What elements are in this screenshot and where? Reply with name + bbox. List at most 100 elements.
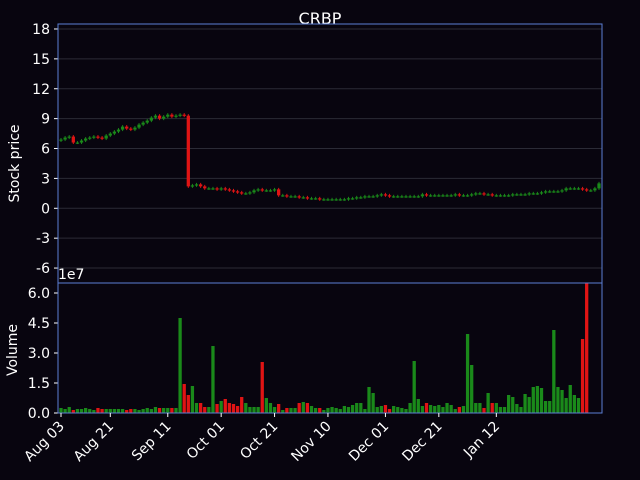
- volume-bar: [313, 408, 318, 413]
- candle-body: [375, 195, 379, 197]
- volume-bar: [153, 407, 158, 413]
- volume-bar: [71, 410, 75, 413]
- volume-bar: [223, 399, 227, 413]
- candle-body: [198, 184, 203, 187]
- volume-bar: [235, 406, 240, 413]
- volume-bar: [227, 403, 232, 413]
- volume-bar: [59, 408, 63, 413]
- candle-body: [125, 126, 129, 129]
- candle-body: [71, 136, 75, 143]
- volume-bar: [461, 406, 466, 413]
- candle-body: [281, 195, 285, 197]
- volume-bar: [375, 407, 379, 413]
- volume-bar: [264, 398, 268, 413]
- volume-bar: [478, 403, 482, 413]
- volume-bar: [400, 408, 404, 413]
- price-tick-label: 12: [32, 82, 50, 98]
- volume-bar: [449, 405, 453, 413]
- candle-body: [568, 188, 572, 190]
- candle-body: [145, 120, 149, 123]
- volume-bar: [215, 404, 219, 413]
- volume-bar: [408, 403, 412, 413]
- price-tick-label: 9: [41, 112, 50, 128]
- volume-bar: [137, 410, 141, 413]
- candle-body: [166, 114, 170, 117]
- volume-bar: [231, 404, 236, 413]
- candle-body: [92, 136, 96, 138]
- volume-bar: [371, 393, 375, 413]
- volume-bar: [379, 406, 383, 413]
- volume-bar: [355, 403, 359, 413]
- volume-bar: [564, 398, 568, 413]
- candle-body: [318, 198, 322, 200]
- candle-body: [560, 190, 564, 192]
- candle-body: [474, 193, 478, 195]
- candle-body: [527, 193, 531, 195]
- candle-body: [420, 194, 425, 197]
- candle-body: [437, 195, 441, 197]
- volume-y-axis: 0.0 1.5 3.0 4.5 6.0: [28, 286, 58, 422]
- candle-body: [531, 193, 535, 195]
- candle-body: [523, 194, 527, 196]
- volume-bar: [112, 409, 117, 413]
- candle-body: [248, 192, 252, 194]
- candle-body: [350, 198, 355, 200]
- volume-bar: [260, 362, 264, 413]
- price-tick-label: 18: [32, 22, 50, 38]
- volume-bar: [305, 403, 310, 413]
- candle-body: [453, 194, 457, 196]
- volume-bar: [145, 408, 149, 413]
- volume-bar: [88, 409, 92, 413]
- volume-bar: [92, 410, 96, 413]
- candle-body: [272, 189, 277, 191]
- volume-bar: [543, 401, 548, 413]
- candle-body: [211, 188, 215, 190]
- candle-body: [408, 196, 412, 198]
- candle-body: [79, 140, 84, 143]
- candle-body: [330, 199, 334, 201]
- volume-bar: [285, 408, 289, 413]
- candle-body: [507, 195, 511, 197]
- candle-body: [170, 114, 174, 117]
- candle-body: [486, 194, 490, 196]
- volume-bar: [174, 408, 178, 413]
- volume-bar: [441, 407, 445, 413]
- volume-bar: [470, 365, 474, 413]
- volume-bar: [170, 408, 174, 413]
- candle-body: [470, 194, 474, 196]
- volume-bar: [182, 384, 186, 413]
- candle-body: [355, 197, 359, 199]
- candle-body: [511, 194, 515, 196]
- volume-bar: [178, 318, 182, 413]
- volume-bar: [572, 395, 577, 413]
- candle-body: [334, 199, 338, 201]
- volume-bar: [211, 346, 215, 413]
- chart-title: CRBP: [299, 9, 342, 28]
- volume-bar: [190, 386, 195, 413]
- volume-tick-label: 6.0: [28, 286, 50, 302]
- candle-body: [433, 195, 437, 197]
- candle-body: [441, 195, 445, 197]
- candle-body: [157, 115, 162, 119]
- volume-bar: [244, 403, 248, 413]
- candle-body: [297, 196, 301, 198]
- candle-body: [412, 196, 416, 198]
- candle-body: [96, 136, 100, 138]
- candle-body: [174, 115, 178, 117]
- volume-bar: [535, 386, 540, 413]
- candle-body: [264, 190, 268, 192]
- volume-bar: [207, 407, 211, 413]
- volume-tick-label: 0.0: [28, 406, 50, 422]
- price-candles: [59, 113, 601, 201]
- volume-bar: [166, 408, 170, 413]
- volume-tick-label: 3.0: [28, 346, 50, 362]
- candle-body: [404, 196, 408, 198]
- candle-body: [75, 142, 80, 144]
- volume-bar: [367, 387, 371, 413]
- candle-body: [346, 198, 351, 200]
- volume-bar: [585, 283, 589, 413]
- volume-bar: [482, 408, 486, 413]
- candle-body: [301, 197, 305, 199]
- volume-bar: [523, 394, 527, 413]
- candle-body: [137, 124, 141, 128]
